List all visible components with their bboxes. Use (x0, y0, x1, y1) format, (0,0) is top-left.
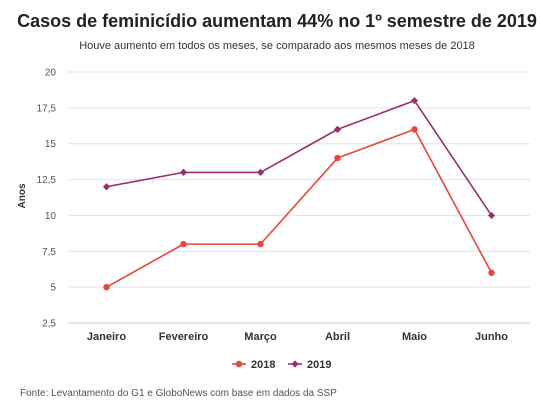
data-point (103, 283, 110, 291)
legend-item: 2018 (232, 359, 275, 371)
y-axis-ticks: 2,5 5 7,5 10 12,5 15 17,5 20 (37, 68, 57, 330)
y-tick-label: 2,5 (42, 319, 56, 330)
data-point (488, 269, 495, 276)
data-point (102, 183, 111, 191)
data-point (487, 211, 496, 220)
y-axis-label: Anos (17, 183, 28, 208)
x-tick-label: Janeiro (87, 331, 126, 343)
series-line (106, 128, 493, 288)
data-point (256, 168, 265, 176)
x-tick-label: Março (244, 331, 277, 343)
y-tick-label: 17,5 (37, 103, 57, 114)
data-point (334, 154, 341, 162)
x-tick-label: Maio (402, 331, 427, 343)
y-tick-label: 10 (45, 211, 57, 222)
data-point (180, 240, 187, 248)
chart-subtitle: Houve aumento em todos os meses, se comp… (79, 40, 475, 52)
y-tick-label: 7,5 (42, 247, 56, 258)
series-2018 (103, 126, 495, 291)
data-point (411, 126, 418, 133)
series-2019 (102, 97, 496, 220)
legend-swatch-marker (235, 360, 243, 368)
legend-swatch-marker (291, 360, 299, 368)
legend-label: 2018 (251, 359, 275, 371)
legend-item: 2019 (288, 359, 331, 371)
grid (68, 71, 530, 324)
source-note: Fonte: Levantamento do G1 e GloboNews co… (20, 388, 337, 399)
series-line (106, 99, 493, 216)
legend: 2018 2019 (232, 359, 331, 371)
x-tick-label: Junho (475, 331, 508, 343)
data-point (333, 125, 342, 133)
y-tick-label: 15 (45, 139, 57, 150)
data-point (257, 240, 264, 248)
data-point (410, 97, 419, 105)
x-tick-label: Fevereiro (159, 331, 209, 343)
series (102, 97, 496, 291)
legend-label: 2019 (307, 359, 331, 371)
x-tick-label: Abril (325, 331, 350, 343)
data-point (179, 168, 188, 176)
y-tick-label: 5 (50, 283, 56, 294)
y-tick-label: 12,5 (37, 175, 57, 186)
x-axis-ticks: Janeiro Fevereiro Março Abril Maio Junho (87, 331, 508, 343)
y-tick-label: 20 (45, 68, 57, 79)
chart-title: Casos de feminicídio aumentam 44% no 1º … (17, 11, 537, 31)
